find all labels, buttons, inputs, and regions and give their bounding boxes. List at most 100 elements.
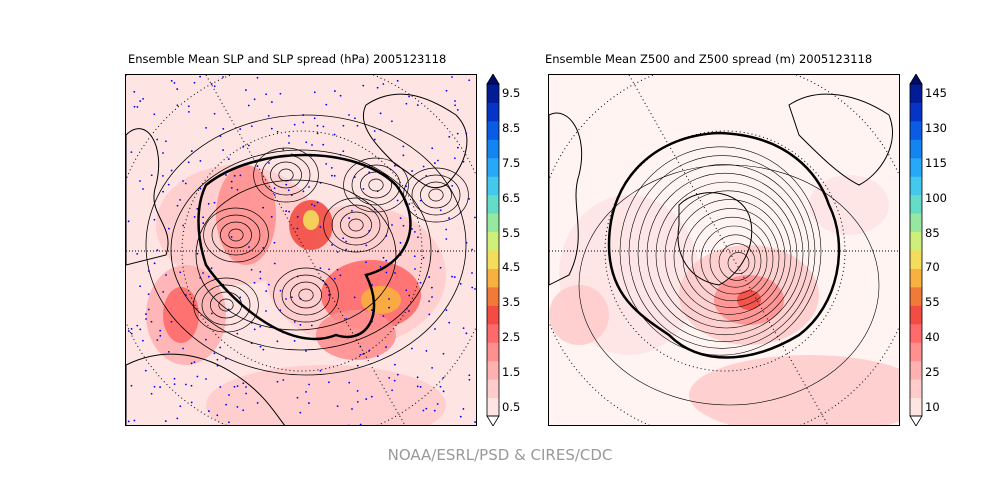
- observation-dot: [316, 132, 319, 135]
- observation-dot: [351, 408, 353, 410]
- observation-dot: [162, 290, 165, 293]
- observation-dot: [391, 120, 393, 123]
- colorbar-bin: [910, 176, 922, 196]
- observation-dot: [396, 199, 399, 202]
- observation-dot: [422, 409, 425, 412]
- observation-dot: [354, 117, 356, 120]
- colorbar-tick-label: 3.5: [502, 295, 521, 310]
- observation-dot: [265, 290, 268, 292]
- observation-dot: [279, 92, 282, 95]
- observation-dot: [365, 261, 367, 264]
- slp-contour: [270, 161, 302, 189]
- colorbar-tick-label: 2.5: [502, 330, 521, 345]
- colorbar-bin: [910, 286, 922, 306]
- observation-dot: [396, 79, 399, 82]
- slp-contour: [203, 207, 269, 263]
- observation-dot: [165, 274, 167, 276]
- observation-dot: [127, 220, 130, 223]
- colorbar-bin: [910, 250, 922, 269]
- slp-contour: [351, 164, 401, 206]
- slp-contour: [323, 197, 389, 253]
- observation-dot: [285, 298, 287, 300]
- slp-contour: [220, 221, 252, 249]
- observation-dot: [233, 385, 236, 388]
- colorbar-tick-label: 25: [925, 364, 940, 379]
- observation-dot: [273, 187, 276, 190]
- observation-dot: [305, 390, 307, 393]
- observation-dot: [147, 293, 150, 296]
- observation-dot: [385, 259, 388, 262]
- observation-dot: [126, 75, 127, 76]
- observation-dot: [236, 385, 239, 388]
- observation-dot: [233, 174, 236, 177]
- observation-dot: [256, 76, 259, 79]
- observation-dot: [250, 125, 253, 128]
- observation-dot: [142, 339, 144, 342]
- observation-dot: [276, 340, 279, 343]
- observation-dot: [170, 79, 173, 82]
- observation-dot: [365, 244, 368, 247]
- observation-dot: [445, 89, 448, 92]
- observation-dot: [336, 268, 339, 271]
- observation-dot: [474, 421, 476, 423]
- observation-dot: [199, 187, 202, 190]
- observation-dot: [268, 283, 270, 286]
- observation-dot: [293, 340, 296, 342]
- observation-dot: [205, 126, 207, 129]
- z500-contour: [655, 181, 798, 329]
- colorbar-bin: [487, 286, 499, 306]
- observation-dot: [150, 392, 153, 395]
- observation-dot: [362, 188, 365, 190]
- observation-dot: [130, 332, 133, 335]
- colorbar-tick-label: 0.5: [502, 399, 521, 414]
- spread-shading: [216, 165, 276, 265]
- observation-dot: [313, 204, 316, 207]
- observation-dot: [428, 313, 431, 316]
- observation-dot: [462, 160, 465, 163]
- observation-dot: [402, 145, 405, 148]
- spread-shading: [361, 286, 401, 314]
- z500-contour: [646, 172, 804, 336]
- observation-dot: [439, 385, 442, 388]
- right-map-title: Ensemble Mean Z500 and Z500 spread (m) 2…: [545, 52, 873, 66]
- observation-dot: [316, 201, 319, 204]
- colorbar-tick-label: 85: [925, 225, 940, 240]
- observation-dot: [382, 315, 385, 318]
- observation-dot: [259, 277, 262, 280]
- colorbar-bin: [910, 84, 922, 103]
- observation-dot: [422, 256, 425, 259]
- observation-dot: [457, 146, 459, 149]
- observation-dot: [474, 288, 476, 290]
- observation-dot: [405, 102, 408, 105]
- observation-dot: [445, 238, 448, 240]
- observation-dot: [165, 140, 167, 143]
- observation-dot: [305, 141, 308, 144]
- slp-contour: [278, 168, 294, 182]
- observation-dot: [348, 114, 350, 116]
- observation-dot: [133, 419, 136, 422]
- observation-dot: [345, 248, 348, 251]
- observation-dot: [416, 376, 419, 379]
- observation-dot: [339, 274, 342, 277]
- observation-dot: [351, 209, 353, 212]
- slp-contour: [281, 274, 331, 316]
- observation-dot: [334, 90, 336, 92]
- observation-dot: [431, 286, 433, 289]
- observation-dot: [236, 188, 239, 191]
- observation-dot: [239, 128, 242, 130]
- observation-dot: [208, 410, 210, 412]
- spread-shading: [809, 175, 889, 235]
- spread-shading: [303, 210, 319, 230]
- observation-dot: [451, 184, 454, 187]
- observation-dot: [182, 180, 184, 182]
- observation-dot: [142, 188, 144, 190]
- spread-shading: [689, 355, 899, 425]
- observation-dot: [236, 406, 239, 408]
- observation-dot: [199, 75, 201, 78]
- observation-dot: [196, 252, 199, 255]
- colorbar-bin: [910, 397, 922, 417]
- observation-dot: [265, 310, 267, 312]
- observation-dot: [371, 309, 373, 311]
- observation-dot: [259, 325, 262, 328]
- observation-dot: [428, 300, 430, 303]
